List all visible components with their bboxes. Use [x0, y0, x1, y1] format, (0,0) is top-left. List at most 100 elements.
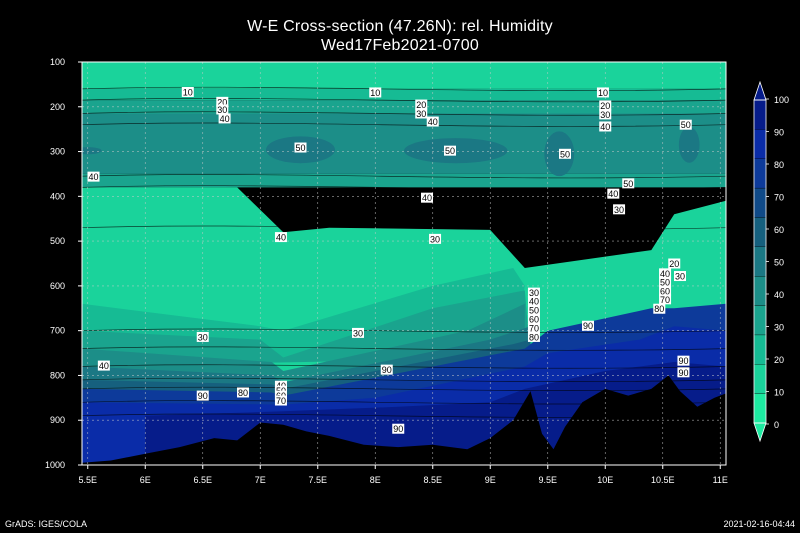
chart-subtitle: Wed17Feb2021-0700 — [321, 37, 479, 54]
contour-label-bg — [527, 314, 540, 325]
contour-label: 40 — [88, 172, 98, 182]
contour-label: 10 — [183, 88, 193, 98]
x-tick-label: 9.5E — [538, 475, 557, 485]
contour-line — [82, 386, 726, 391]
colorbar-segment — [753, 129, 767, 159]
x-tick-label: 6.5E — [193, 475, 212, 485]
contour-label: 70 — [529, 323, 539, 333]
contour-line — [82, 225, 726, 230]
colorbar-segment — [753, 246, 767, 277]
contour-label: 10 — [370, 88, 380, 98]
contour-label-bg — [582, 320, 594, 331]
colorbar-max-arrow — [753, 80, 767, 101]
contour-label-bg — [659, 294, 672, 305]
grid-lines — [82, 62, 726, 465]
humidity-band — [82, 113, 726, 174]
y-tick-label: 500 — [50, 236, 65, 246]
colorbar-label: 100 — [774, 95, 789, 105]
contour-label: 70 — [660, 295, 670, 305]
contour-label: 80 — [238, 388, 248, 398]
contour-label: 60 — [660, 286, 670, 296]
contour-line — [82, 377, 726, 382]
contour-label-bg — [196, 390, 209, 401]
x-tick-label: 9E — [485, 475, 496, 485]
colorbar-min-arrow — [753, 422, 767, 443]
contour-label-bg — [527, 322, 540, 333]
contour-label: 40 — [422, 193, 432, 203]
humidity-cell — [678, 126, 700, 163]
contour-label-bg — [677, 355, 690, 366]
contour-label: 60 — [529, 315, 539, 325]
colorbar-label: 40 — [774, 290, 784, 300]
colorbar-segment — [753, 393, 767, 424]
contour-label-bg — [415, 108, 428, 119]
contour-label: 80 — [654, 304, 664, 314]
contour-label: 40 — [608, 189, 618, 199]
colorbar-segment — [753, 217, 767, 247]
contour-label: 20 — [416, 100, 426, 110]
colorbar-segment — [753, 99, 767, 130]
colorbar-label: 70 — [774, 193, 784, 203]
contour-label: 10 — [598, 88, 608, 98]
colorbar-label: 90 — [774, 128, 784, 138]
colorbar-segment — [753, 158, 767, 189]
x-tick-label: 10.5E — [651, 475, 675, 485]
contour-label: 90 — [583, 321, 593, 331]
chart-title: W-E Cross-section (47.26N): rel. Humidit… — [247, 18, 553, 35]
colorbar-label: 0 — [774, 420, 779, 430]
contour-label-bg — [659, 268, 672, 279]
contour-label: 20 — [669, 259, 679, 269]
contour-label: 50 — [660, 277, 670, 287]
contour-label-bg — [97, 360, 110, 371]
contour-label-bg — [527, 305, 540, 316]
contour-label: 50 — [681, 120, 691, 130]
x-axis: 5.5E 6E 6.5E 7E 7.5E 8E 8.5E 9E 9.5E 10E 10.5E 11E — [78, 465, 728, 485]
x-tick-label: 10E — [597, 475, 613, 485]
contour-label: 80 — [529, 332, 539, 342]
contour-label: 50 — [560, 149, 570, 159]
contour-label: 90 — [678, 368, 688, 378]
contour-label-bg — [659, 276, 672, 287]
contour-label: 50 — [295, 143, 305, 153]
contour-label-bg — [415, 99, 428, 110]
contour-label-bg — [392, 423, 405, 434]
contour-label: 40 — [529, 297, 539, 307]
contour-label: 30 — [416, 109, 426, 119]
contour-label: 90 — [678, 356, 688, 366]
contour-label-bg — [527, 287, 540, 298]
contour-label: 30 — [430, 234, 440, 244]
contour-label: 90 — [198, 391, 208, 401]
colorbar-label: 50 — [774, 258, 784, 268]
contour-label: 30 — [529, 288, 539, 298]
contour-line — [82, 98, 726, 103]
footer-credit: GrADS: IGES/COLA — [5, 519, 88, 529]
terrain-mask — [82, 375, 726, 465]
contour-label: 50 — [623, 179, 633, 189]
colorbar-label: 60 — [774, 225, 784, 235]
contour-label-bg — [181, 87, 194, 98]
contour-label-bg — [274, 395, 287, 406]
contour-label-bg — [599, 100, 612, 111]
contour-label-bg — [294, 142, 307, 153]
y-axis: 100 200 300 400 500 600 700 800 900 1000 — [45, 57, 82, 470]
colorbar-segment — [753, 187, 767, 218]
contour-label-bg — [659, 285, 672, 296]
contour-label: 20 — [600, 101, 610, 111]
contour-label-bg — [599, 121, 612, 132]
humidity-band — [82, 173, 726, 188]
contour-label-bg — [559, 148, 571, 159]
colorbar-segment — [753, 334, 767, 365]
y-tick-label: 100 — [50, 57, 65, 67]
y-tick-label: 200 — [50, 102, 65, 112]
contour-label: 30 — [675, 272, 685, 282]
contour-label-bg — [444, 145, 456, 156]
contour-label-bg — [527, 296, 540, 307]
contour-line — [82, 346, 726, 351]
contour-label-bg — [596, 87, 609, 98]
x-tick-label: 11E — [713, 475, 728, 485]
humidity-cell — [82, 147, 102, 155]
contour-line — [82, 328, 726, 333]
contour-label-bg — [679, 119, 692, 130]
contour-label-bg — [352, 327, 364, 338]
